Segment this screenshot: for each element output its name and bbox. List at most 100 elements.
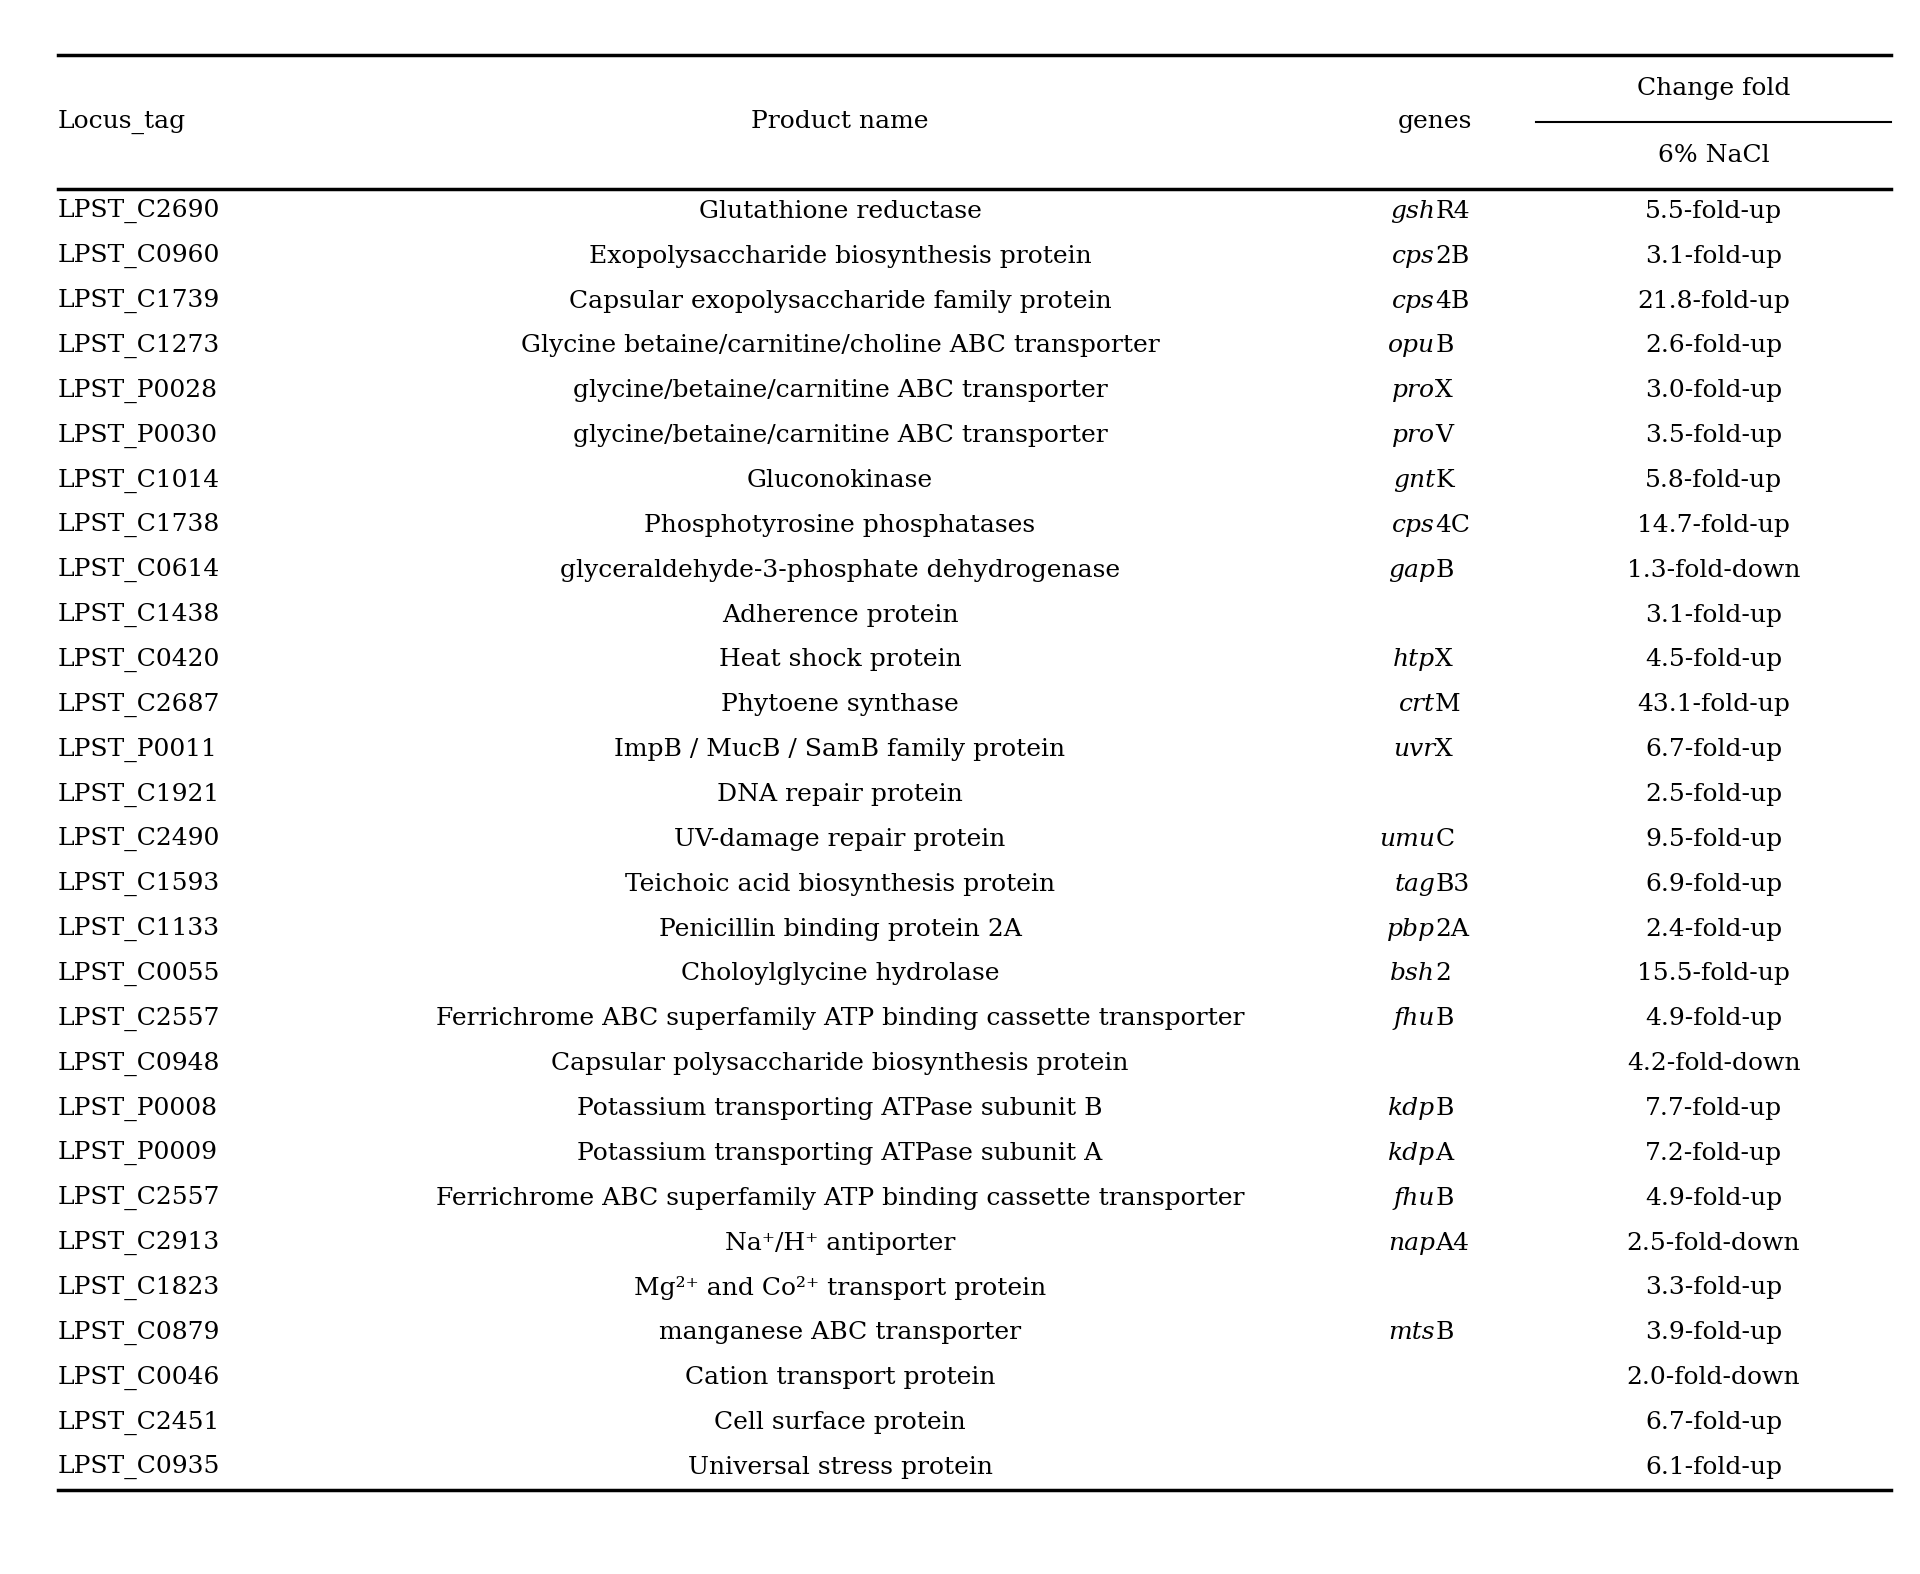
Text: 2: 2 (1436, 962, 1452, 985)
Text: 6.7-fold-up: 6.7-fold-up (1645, 738, 1782, 762)
Text: Gluconokinase: Gluconokinase (747, 469, 933, 493)
Text: LPST_P0011: LPST_P0011 (58, 738, 217, 762)
Text: LPST_C1593: LPST_C1593 (58, 872, 221, 896)
Text: LPST_C2451: LPST_C2451 (58, 1410, 221, 1434)
Text: 3.5-fold-up: 3.5-fold-up (1645, 423, 1782, 447)
Text: B: B (1436, 1097, 1453, 1121)
Text: LPST_P0008: LPST_P0008 (58, 1097, 217, 1121)
Text: A: A (1436, 1141, 1453, 1165)
Text: Ferrichrome ABC superfamily ATP binding cassette transporter: Ferrichrome ABC superfamily ATP binding … (436, 1007, 1244, 1031)
Text: cps: cps (1392, 290, 1436, 313)
Text: 3.9-fold-up: 3.9-fold-up (1645, 1321, 1782, 1344)
Text: Glycine betaine/carnitine/choline ABC transporter: Glycine betaine/carnitine/choline ABC tr… (520, 334, 1160, 357)
Text: gap: gap (1388, 559, 1436, 582)
Text: 3.1-fold-up: 3.1-fold-up (1645, 244, 1782, 268)
Text: LPST_C2690: LPST_C2690 (58, 200, 221, 224)
Text: 2.6-fold-up: 2.6-fold-up (1645, 334, 1782, 357)
Text: 14.7-fold-up: 14.7-fold-up (1638, 513, 1789, 537)
Text: LPST_C0879: LPST_C0879 (58, 1321, 221, 1344)
Text: Exopolysaccharide biosynthesis protein: Exopolysaccharide biosynthesis protein (589, 244, 1091, 268)
Text: fhu: fhu (1394, 1187, 1436, 1210)
Text: Penicillin binding protein 2A: Penicillin binding protein 2A (659, 918, 1021, 941)
Text: LPST_P0009: LPST_P0009 (58, 1141, 217, 1165)
Text: 3.1-fold-up: 3.1-fold-up (1645, 603, 1782, 626)
Text: pbp: pbp (1386, 918, 1436, 941)
Text: 6.1-fold-up: 6.1-fold-up (1645, 1456, 1782, 1480)
Text: X: X (1436, 648, 1453, 672)
Text: 4.9-fold-up: 4.9-fold-up (1645, 1187, 1782, 1210)
Text: LPST_C2557: LPST_C2557 (58, 1187, 221, 1210)
Text: LPST_C0046: LPST_C0046 (58, 1366, 221, 1390)
Text: LPST_C0935: LPST_C0935 (58, 1456, 221, 1480)
Text: Choloylglycine hydrolase: Choloylglycine hydrolase (682, 962, 998, 985)
Text: LPST_C1133: LPST_C1133 (58, 918, 219, 941)
Text: A4: A4 (1436, 1231, 1469, 1254)
Text: 2B: 2B (1436, 244, 1469, 268)
Text: 2.4-fold-up: 2.4-fold-up (1645, 918, 1782, 941)
Text: Na⁺/H⁺ antiporter: Na⁺/H⁺ antiporter (726, 1231, 954, 1254)
Text: ImpB / MucB / SamB family protein: ImpB / MucB / SamB family protein (614, 738, 1066, 762)
Text: LPST_C1438: LPST_C1438 (58, 603, 221, 626)
Text: 4C: 4C (1436, 513, 1471, 537)
Text: LPST_C1273: LPST_C1273 (58, 334, 221, 357)
Text: pro: pro (1392, 379, 1436, 403)
Text: R4: R4 (1436, 200, 1471, 224)
Text: Glutathione reductase: Glutathione reductase (699, 200, 981, 224)
Text: htp: htp (1394, 648, 1436, 672)
Text: B: B (1436, 1187, 1453, 1210)
Text: 3.3-fold-up: 3.3-fold-up (1645, 1277, 1782, 1300)
Text: X: X (1436, 379, 1453, 403)
Text: LPST_C1014: LPST_C1014 (58, 469, 219, 493)
Text: LPST_C1739: LPST_C1739 (58, 290, 221, 313)
Text: 1.3-fold-down: 1.3-fold-down (1626, 559, 1801, 582)
Text: 2.0-fold-down: 2.0-fold-down (1626, 1366, 1801, 1390)
Text: Universal stress protein: Universal stress protein (687, 1456, 993, 1480)
Text: 7.7-fold-up: 7.7-fold-up (1645, 1097, 1782, 1121)
Text: 3.0-fold-up: 3.0-fold-up (1645, 379, 1782, 403)
Text: pro: pro (1392, 423, 1436, 447)
Text: Teichoic acid biosynthesis protein: Teichoic acid biosynthesis protein (624, 872, 1056, 896)
Text: cps: cps (1392, 244, 1436, 268)
Text: X: X (1436, 738, 1453, 762)
Text: genes: genes (1398, 110, 1473, 134)
Text: UV-damage repair protein: UV-damage repair protein (674, 828, 1006, 852)
Text: Capsular exopolysaccharide family protein: Capsular exopolysaccharide family protei… (568, 290, 1112, 313)
Text: 2.5-fold-down: 2.5-fold-down (1626, 1231, 1801, 1254)
Text: 5.5-fold-up: 5.5-fold-up (1645, 200, 1782, 224)
Text: umu: umu (1379, 828, 1436, 852)
Text: 7.2-fold-up: 7.2-fold-up (1645, 1141, 1782, 1165)
Text: LPST_C0948: LPST_C0948 (58, 1051, 221, 1075)
Text: mts: mts (1388, 1321, 1436, 1344)
Text: 21.8-fold-up: 21.8-fold-up (1638, 290, 1789, 313)
Text: cps: cps (1392, 513, 1436, 537)
Text: LPST_P0030: LPST_P0030 (58, 423, 217, 447)
Text: Potassium transporting ATPase subunit B: Potassium transporting ATPase subunit B (578, 1097, 1102, 1121)
Text: LPST_C1921: LPST_C1921 (58, 782, 219, 806)
Text: manganese ABC transporter: manganese ABC transporter (659, 1321, 1021, 1344)
Text: kdp: kdp (1388, 1141, 1436, 1165)
Text: LPST_C1823: LPST_C1823 (58, 1277, 221, 1300)
Text: 4.2-fold-down: 4.2-fold-down (1626, 1051, 1801, 1075)
Text: B: B (1436, 559, 1453, 582)
Text: Cell surface protein: Cell surface protein (714, 1410, 966, 1434)
Text: Adherence protein: Adherence protein (722, 603, 958, 626)
Text: LPST_P0028: LPST_P0028 (58, 379, 217, 403)
Text: gnt: gnt (1394, 469, 1436, 493)
Text: 43.1-fold-up: 43.1-fold-up (1638, 693, 1789, 716)
Text: B3: B3 (1436, 872, 1469, 896)
Text: crt: crt (1400, 693, 1436, 716)
Text: B: B (1436, 1007, 1453, 1031)
Text: M: M (1436, 693, 1461, 716)
Text: LPST_C0614: LPST_C0614 (58, 559, 221, 582)
Text: 6.9-fold-up: 6.9-fold-up (1645, 872, 1782, 896)
Text: B: B (1436, 1321, 1453, 1344)
Text: gsh: gsh (1390, 200, 1436, 224)
Text: Mg²⁺ and Co²⁺ transport protein: Mg²⁺ and Co²⁺ transport protein (634, 1277, 1046, 1300)
Text: B: B (1436, 334, 1453, 357)
Text: 2.5-fold-up: 2.5-fold-up (1645, 782, 1782, 806)
Text: K: K (1436, 469, 1453, 493)
Text: Capsular polysaccharide biosynthesis protein: Capsular polysaccharide biosynthesis pro… (551, 1051, 1129, 1075)
Text: Product name: Product name (751, 110, 929, 134)
Text: Potassium transporting ATPase subunit A: Potassium transporting ATPase subunit A (578, 1141, 1102, 1165)
Text: tag: tag (1394, 872, 1436, 896)
